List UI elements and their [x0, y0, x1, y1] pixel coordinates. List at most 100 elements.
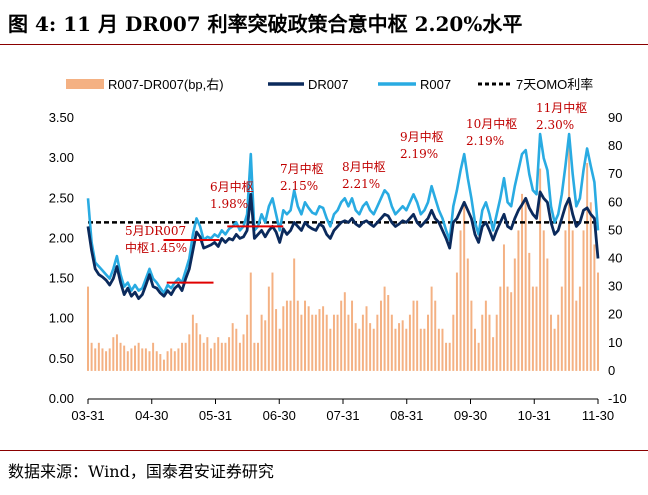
spread-bar [434, 300, 437, 371]
spread-bar [459, 230, 462, 371]
spread-bar [492, 337, 495, 371]
spread-bar [126, 351, 129, 371]
spread-bar [325, 314, 328, 371]
spread-bar [173, 351, 176, 371]
spread-bar [372, 328, 375, 371]
spread-bar [235, 328, 238, 371]
y-left-tick-label: 3.00 [49, 150, 74, 165]
center-annotation-label: 6月中枢 [210, 179, 254, 194]
center-annotation-label: 2.19% [400, 147, 438, 161]
y-left-tick-label: 1.00 [49, 311, 74, 326]
spread-bar [159, 354, 162, 371]
spread-bar [470, 300, 473, 371]
spread-bar [238, 342, 241, 371]
spread-bar [586, 162, 589, 371]
spread-bar [242, 334, 245, 371]
spread-bar [130, 348, 133, 371]
spread-bar [517, 230, 520, 371]
spread-bar [282, 306, 285, 371]
spread-bar [267, 286, 270, 371]
spread-bar [502, 244, 505, 371]
spread-bar [340, 300, 343, 371]
spread-bar [466, 258, 469, 371]
spread-bar [448, 342, 451, 371]
dr007-series-line [86, 190, 600, 300]
spread-bar [376, 314, 379, 371]
center-annotation-label: 1.98% [210, 197, 248, 211]
x-tick-label: 08-31 [390, 408, 423, 423]
spread-bar [365, 306, 368, 371]
spread-bar [271, 272, 274, 371]
spread-bar [582, 230, 585, 371]
spread-bar [481, 314, 484, 371]
spread-bar [264, 320, 267, 371]
spread-bar [199, 334, 202, 371]
y-right-tick-label: 80 [608, 138, 622, 153]
y-left-tick-label: 0.50 [49, 351, 74, 366]
spread-bar [336, 314, 339, 371]
spread-bar [539, 168, 542, 371]
spread-bar [408, 314, 411, 371]
center-annotation-label: 2.30% [536, 118, 574, 132]
spread-bar [423, 328, 426, 371]
spread-bar [170, 348, 173, 371]
spread-bar [427, 314, 429, 371]
spread-bar [484, 300, 487, 371]
spread-bar [322, 306, 325, 371]
spread-bar [578, 286, 581, 371]
x-tick-label: 09-30 [454, 408, 487, 423]
spread-bar [510, 292, 513, 371]
spread-bar [289, 300, 292, 371]
spread-bar [546, 258, 549, 371]
y-right-tick-label: -10 [608, 391, 627, 406]
chart-axes: 0.00 0.50 1.00 1.50 2.00 2.50 3.00 3.50 -10 0 10 20… [49, 110, 627, 423]
legend-label-omo: 7天OMO利率 [516, 77, 593, 92]
spread-bar [506, 286, 509, 371]
y-right-tick-label: 70 [608, 166, 622, 181]
spread-bar [307, 306, 310, 371]
spread-bar [521, 193, 524, 371]
spread-bar [531, 286, 534, 371]
spread-bar [134, 345, 137, 371]
spread-bar [437, 328, 440, 371]
spread-bar [347, 314, 350, 371]
spread-bar [94, 348, 97, 371]
y-left-tick-label: 3.50 [49, 110, 74, 125]
spread-bar [405, 328, 408, 371]
spread-bar [231, 323, 234, 371]
spread-bar [358, 328, 361, 371]
spread-bar [144, 348, 147, 371]
spread-bar [419, 328, 422, 371]
spread-bar [177, 348, 180, 371]
center-annotation-label: 10月中枢 [466, 116, 517, 131]
spread-bar [528, 252, 531, 371]
spread-bar [246, 314, 249, 371]
center-annotation-label: 中枢1.45% [125, 240, 187, 255]
x-tick-label: 11-30 [582, 408, 614, 423]
x-tick-label: 04-30 [135, 408, 168, 423]
spread-bar [90, 342, 93, 371]
spread-bar [285, 300, 288, 371]
spread-bar [332, 314, 335, 371]
spread-bar [361, 314, 364, 371]
spread-bar [253, 342, 256, 371]
spread-bar [148, 351, 151, 371]
spread-bar [455, 272, 458, 371]
spread-bar [589, 202, 592, 371]
spread-bar [209, 348, 212, 371]
spread-bar [394, 328, 397, 371]
spread-bar [278, 328, 281, 371]
spread-bar [354, 323, 357, 371]
spread-bar [463, 202, 466, 371]
spread-bar [202, 342, 205, 371]
spread-bar [343, 292, 346, 371]
spread-bar [474, 328, 477, 371]
spread-bar [155, 351, 158, 371]
spread-bar [557, 314, 560, 371]
spread-bar [369, 323, 372, 371]
x-tick-label: 06-30 [263, 408, 296, 423]
y-right-tick-label: 40 [608, 251, 622, 266]
spread-bar [257, 342, 259, 371]
source-note: 数据来源：Wind，国泰君安证券研究 [8, 462, 274, 481]
spread-bar [549, 314, 552, 371]
